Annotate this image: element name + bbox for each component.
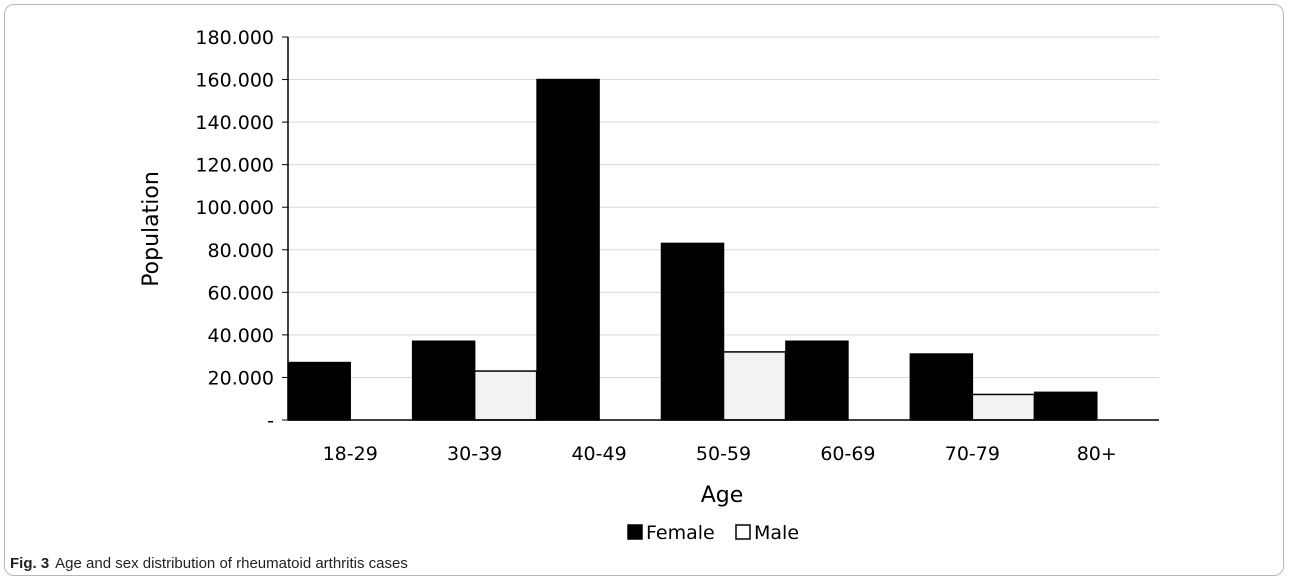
figure-label: Fig. 3 xyxy=(10,555,50,572)
gridlines xyxy=(282,36,1159,421)
figure-caption-text: Age and sex distribution of rheumatoid a… xyxy=(55,555,408,572)
y-tick-label: - xyxy=(267,410,274,432)
bar-female-18-29 xyxy=(287,361,351,421)
bar-female-70-79 xyxy=(909,353,974,421)
legend-label-male: Male xyxy=(754,522,799,544)
bar-female-60-69 xyxy=(785,340,849,421)
bar-female-30-39 xyxy=(411,340,476,421)
y-tick-label: 80.000 xyxy=(208,240,274,262)
bar-female-50-59 xyxy=(660,242,725,421)
x-axis-title: Age xyxy=(701,483,744,508)
bar-male-30-39 xyxy=(473,370,538,421)
legend-swatch-female xyxy=(627,524,643,540)
y-tick-label: 20.000 xyxy=(208,367,274,389)
y-tick-labels: - 20.000 40.000 60.000 80.000 100.000 120.000 1… xyxy=(195,27,274,432)
y-tick-label: 160.000 xyxy=(195,70,274,92)
figure-caption: Fig. 3 Age and sex distribution of rheuma… xyxy=(10,555,408,572)
bar-female-40-49 xyxy=(536,78,600,421)
y-tick-label: 180.000 xyxy=(195,27,274,49)
bar-female-80+ xyxy=(1034,391,1098,421)
bars xyxy=(287,78,1098,421)
x-tick-label: 80+ xyxy=(1077,443,1117,465)
x-tick-label: 60-69 xyxy=(820,443,875,465)
x-tick-label: 30-39 xyxy=(447,443,502,465)
x-tick-labels: 18-29 30-39 40-49 50-59 60-69 70-79 80+ xyxy=(323,443,1117,465)
x-tick-label: 70-79 xyxy=(945,443,1000,465)
y-tick-label: 120.000 xyxy=(195,155,274,177)
y-axis-title: Population xyxy=(139,171,164,287)
legend-swatch-male xyxy=(735,524,751,540)
legend: Female Male xyxy=(627,522,799,544)
x-tick-label: 50-59 xyxy=(696,443,751,465)
axes xyxy=(287,37,1159,421)
legend-label-female: Female xyxy=(646,522,715,544)
y-tick-label: 40.000 xyxy=(208,325,274,347)
figure-frame xyxy=(4,4,1284,576)
x-tick-label: 18-29 xyxy=(323,443,378,465)
y-tick-label: 60.000 xyxy=(208,282,274,304)
y-tick-label: 100.000 xyxy=(195,197,274,219)
bar-male-50-59 xyxy=(722,351,787,421)
y-tick-label: 140.000 xyxy=(195,112,274,134)
x-tick-label: 40-49 xyxy=(571,443,626,465)
bar-male-70-79 xyxy=(971,393,1036,421)
